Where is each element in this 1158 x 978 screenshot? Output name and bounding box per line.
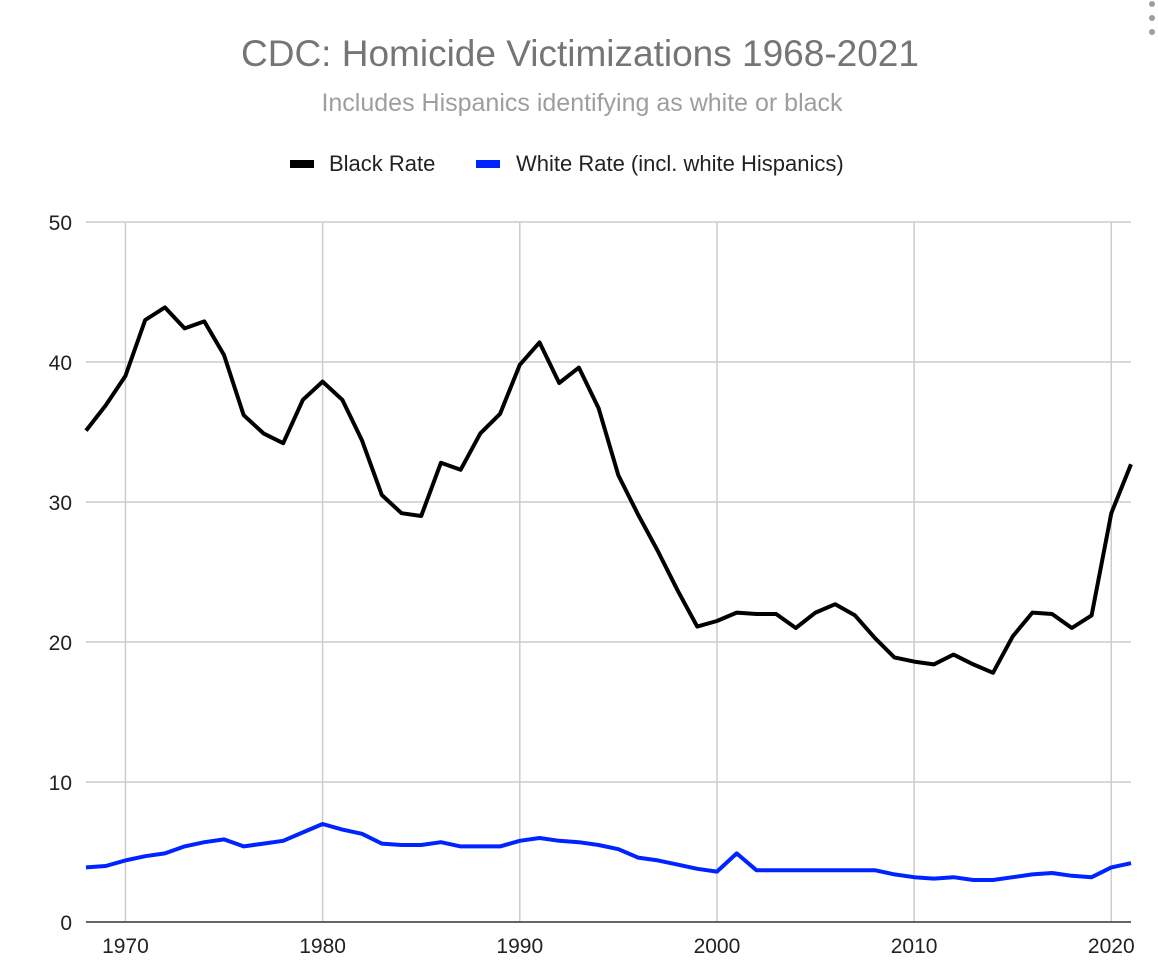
legend-swatch-white-rate-icon	[476, 160, 500, 168]
chart-menu-icon[interactable]	[1149, 1, 1155, 35]
x-tick-label: 1980	[299, 935, 346, 958]
chart-subtitle: Includes Hispanics identifying as white …	[321, 89, 843, 117]
series-line-black-rate[interactable]	[84, 305, 1133, 675]
x-tick-label: 1990	[496, 935, 543, 958]
data-series	[84, 305, 1133, 882]
legend-item-white-rate[interactable]: White Rate (incl. white Hispanics)	[476, 151, 844, 176]
legend-swatch-black-rate-icon	[290, 160, 314, 168]
y-tick-label: 30	[49, 492, 72, 515]
tick-labels: 0 10 20 30 40 50 1970 1980 1990 2000 2010 2020	[49, 212, 1135, 958]
gridlines	[86, 221, 1131, 922]
legend-label-white-rate: White Rate (incl. white Hispanics)	[516, 151, 844, 176]
y-tick-label: 20	[49, 632, 72, 655]
x-tick-label: 2020	[1088, 935, 1135, 958]
legend-label-black-rate: Black Rate	[329, 151, 435, 176]
x-tick-label: 2010	[891, 935, 938, 958]
legend-item-black-rate[interactable]: Black Rate	[290, 151, 435, 176]
y-tick-label: 10	[49, 772, 72, 795]
chart-title: CDC: Homicide Victimizations 1968-2021	[241, 33, 919, 74]
x-tick-label: 1970	[102, 935, 149, 958]
y-tick-label: 0	[60, 912, 72, 935]
y-tick-label: 50	[49, 212, 72, 235]
series-line-white-rate[interactable]	[85, 822, 1132, 882]
y-tick-label: 40	[49, 352, 72, 375]
legend: Black Rate White Rate (incl. white Hispa…	[290, 151, 844, 176]
x-tick-label: 2000	[694, 935, 741, 958]
